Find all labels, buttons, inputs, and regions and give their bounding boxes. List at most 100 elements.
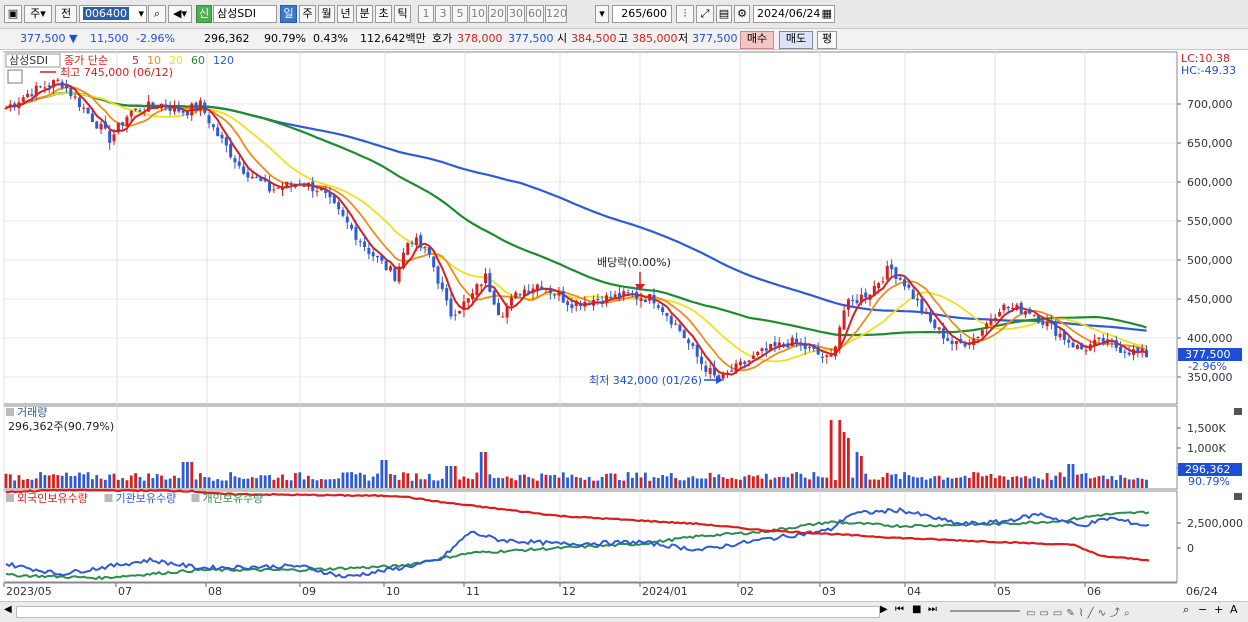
volume-bar <box>501 478 505 488</box>
candle <box>592 300 596 306</box>
candle <box>557 292 561 296</box>
interval-10[interactable]: 10 <box>469 5 487 23</box>
candle <box>1101 338 1105 345</box>
candle <box>276 187 280 189</box>
panel-menu-icon[interactable] <box>7 69 23 84</box>
volume-bar <box>324 479 328 488</box>
volume-bar <box>993 478 997 488</box>
interval-20[interactable]: 20 <box>488 5 506 23</box>
search-icon[interactable]: ⌕ <box>148 5 166 23</box>
holdings-close-icon[interactable] <box>1234 493 1242 500</box>
calendar-icon[interactable]: ▦ <box>821 7 832 20</box>
prev-button[interactable]: 전 <box>55 5 77 23</box>
scroll-bar[interactable]: ◀ ▶ ⏮ ■ ⏭ ▭▭▭✎⌇╱∿⤴⌕ ⌕ − + A <box>0 601 1248 622</box>
volume-bar <box>17 475 21 488</box>
font-size-icon[interactable]: A <box>1230 603 1238 616</box>
gear-icon[interactable]: ⚙ <box>734 5 750 23</box>
scroll-track[interactable] <box>16 606 880 618</box>
candle <box>1119 346 1123 353</box>
candle <box>129 110 133 117</box>
candle <box>328 192 332 198</box>
last-icon[interactable]: ⏭ <box>928 604 937 615</box>
average-button[interactable]: 평 <box>817 31 837 49</box>
interval-5[interactable]: 5 <box>452 5 468 23</box>
drawing-tools[interactable]: ▭▭▭✎⌇╱∿⤴⌕ <box>1026 608 1134 619</box>
volume-bar <box>229 472 233 488</box>
scroll-left-icon[interactable]: ◀ <box>4 604 12 615</box>
scroll-right-icon[interactable]: ▶ <box>880 604 888 615</box>
interval-120[interactable]: 120 <box>545 5 567 23</box>
timeframe-6[interactable]: 틱 <box>394 5 411 23</box>
ma-label: 종가 단순 <box>64 54 108 67</box>
volume-bar <box>574 477 578 488</box>
indicator-icon[interactable]: ⤢ <box>696 5 714 23</box>
timeframe-0[interactable]: 일 <box>280 5 297 23</box>
stop-icon[interactable]: ■ <box>912 604 922 615</box>
interval-30[interactable]: 30 <box>507 5 525 23</box>
volume-bar <box>56 475 60 488</box>
timeframe-5[interactable]: 초 <box>375 5 392 23</box>
stock-name-field[interactable]: 삼성SDI <box>213 5 277 23</box>
candle <box>687 339 691 344</box>
dropdown-arrow[interactable]: ▾ <box>595 5 609 23</box>
timeframe-1[interactable]: 주 <box>299 5 316 23</box>
first-icon[interactable]: ⏮ <box>895 604 904 615</box>
price-tick-7: 350,000 <box>1187 371 1233 384</box>
candle <box>864 292 868 298</box>
candle <box>652 294 656 304</box>
speaker-icon[interactable]: ◀▾ <box>168 5 192 23</box>
candle-type-icon[interactable]: ⫶ <box>676 5 694 23</box>
candle <box>950 340 954 344</box>
candle <box>661 307 665 312</box>
candle <box>501 316 505 318</box>
save-icon[interactable]: ▤ <box>716 5 732 23</box>
candle <box>4 108 8 110</box>
date-field[interactable]: 2024/06/24 ▦ <box>753 5 835 23</box>
candle <box>894 267 898 280</box>
timeframe-4[interactable]: 분 <box>356 5 373 23</box>
volume-bar <box>246 478 250 488</box>
zoom-in-icon[interactable]: ⌕ <box>1183 603 1190 616</box>
volume-bar <box>181 462 185 488</box>
candle <box>496 302 500 316</box>
volume-bar <box>1015 476 1019 488</box>
change-percent: -2.96% <box>136 32 175 45</box>
candle <box>1036 316 1040 323</box>
count-field[interactable]: 265/600 <box>612 5 672 23</box>
layout-icon[interactable]: ▣ <box>4 5 22 23</box>
interval-3[interactable]: 3 <box>435 5 451 23</box>
volume-bar <box>281 474 284 488</box>
code-input[interactable]: 006400 ▾ <box>79 5 147 23</box>
volume-bar <box>423 479 427 488</box>
volume-close-icon[interactable] <box>1234 408 1242 415</box>
interval-1[interactable]: 1 <box>418 5 434 23</box>
volume-bar <box>402 472 405 488</box>
chart-area[interactable]: 삼성SDI 종가 단순 5 10 20 60 120 최고 745,000 (06/12… <box>0 50 1248 601</box>
candle <box>1114 340 1118 348</box>
candle <box>535 284 539 290</box>
ma-periods: 5 10 20 60 120 <box>132 54 234 67</box>
interval-60[interactable]: 60 <box>526 5 544 23</box>
volume-bar <box>1006 479 1010 488</box>
timeframe-2[interactable]: 월 <box>318 5 335 23</box>
volume-bar <box>514 480 518 488</box>
candle <box>427 247 431 255</box>
volume-bar <box>151 478 155 488</box>
plus-icon[interactable]: + <box>1214 603 1224 616</box>
minus-icon[interactable]: − <box>1198 603 1208 616</box>
volume-bar <box>786 477 790 488</box>
timeframe-3[interactable]: 년 <box>337 5 354 23</box>
candle <box>419 235 423 248</box>
zoom-slider[interactable] <box>950 610 1020 612</box>
period-select[interactable]: 주▾ <box>24 5 52 23</box>
sell-button[interactable]: 매도 <box>779 31 813 49</box>
buy-button[interactable]: 매수 <box>740 31 774 49</box>
candle <box>410 242 414 244</box>
volume-bar <box>1088 478 1092 488</box>
candle <box>134 108 138 110</box>
volume-bar <box>518 474 522 488</box>
volume-bar <box>937 475 941 488</box>
candle <box>56 79 60 81</box>
volume-bar <box>687 477 690 488</box>
candle <box>695 344 699 357</box>
